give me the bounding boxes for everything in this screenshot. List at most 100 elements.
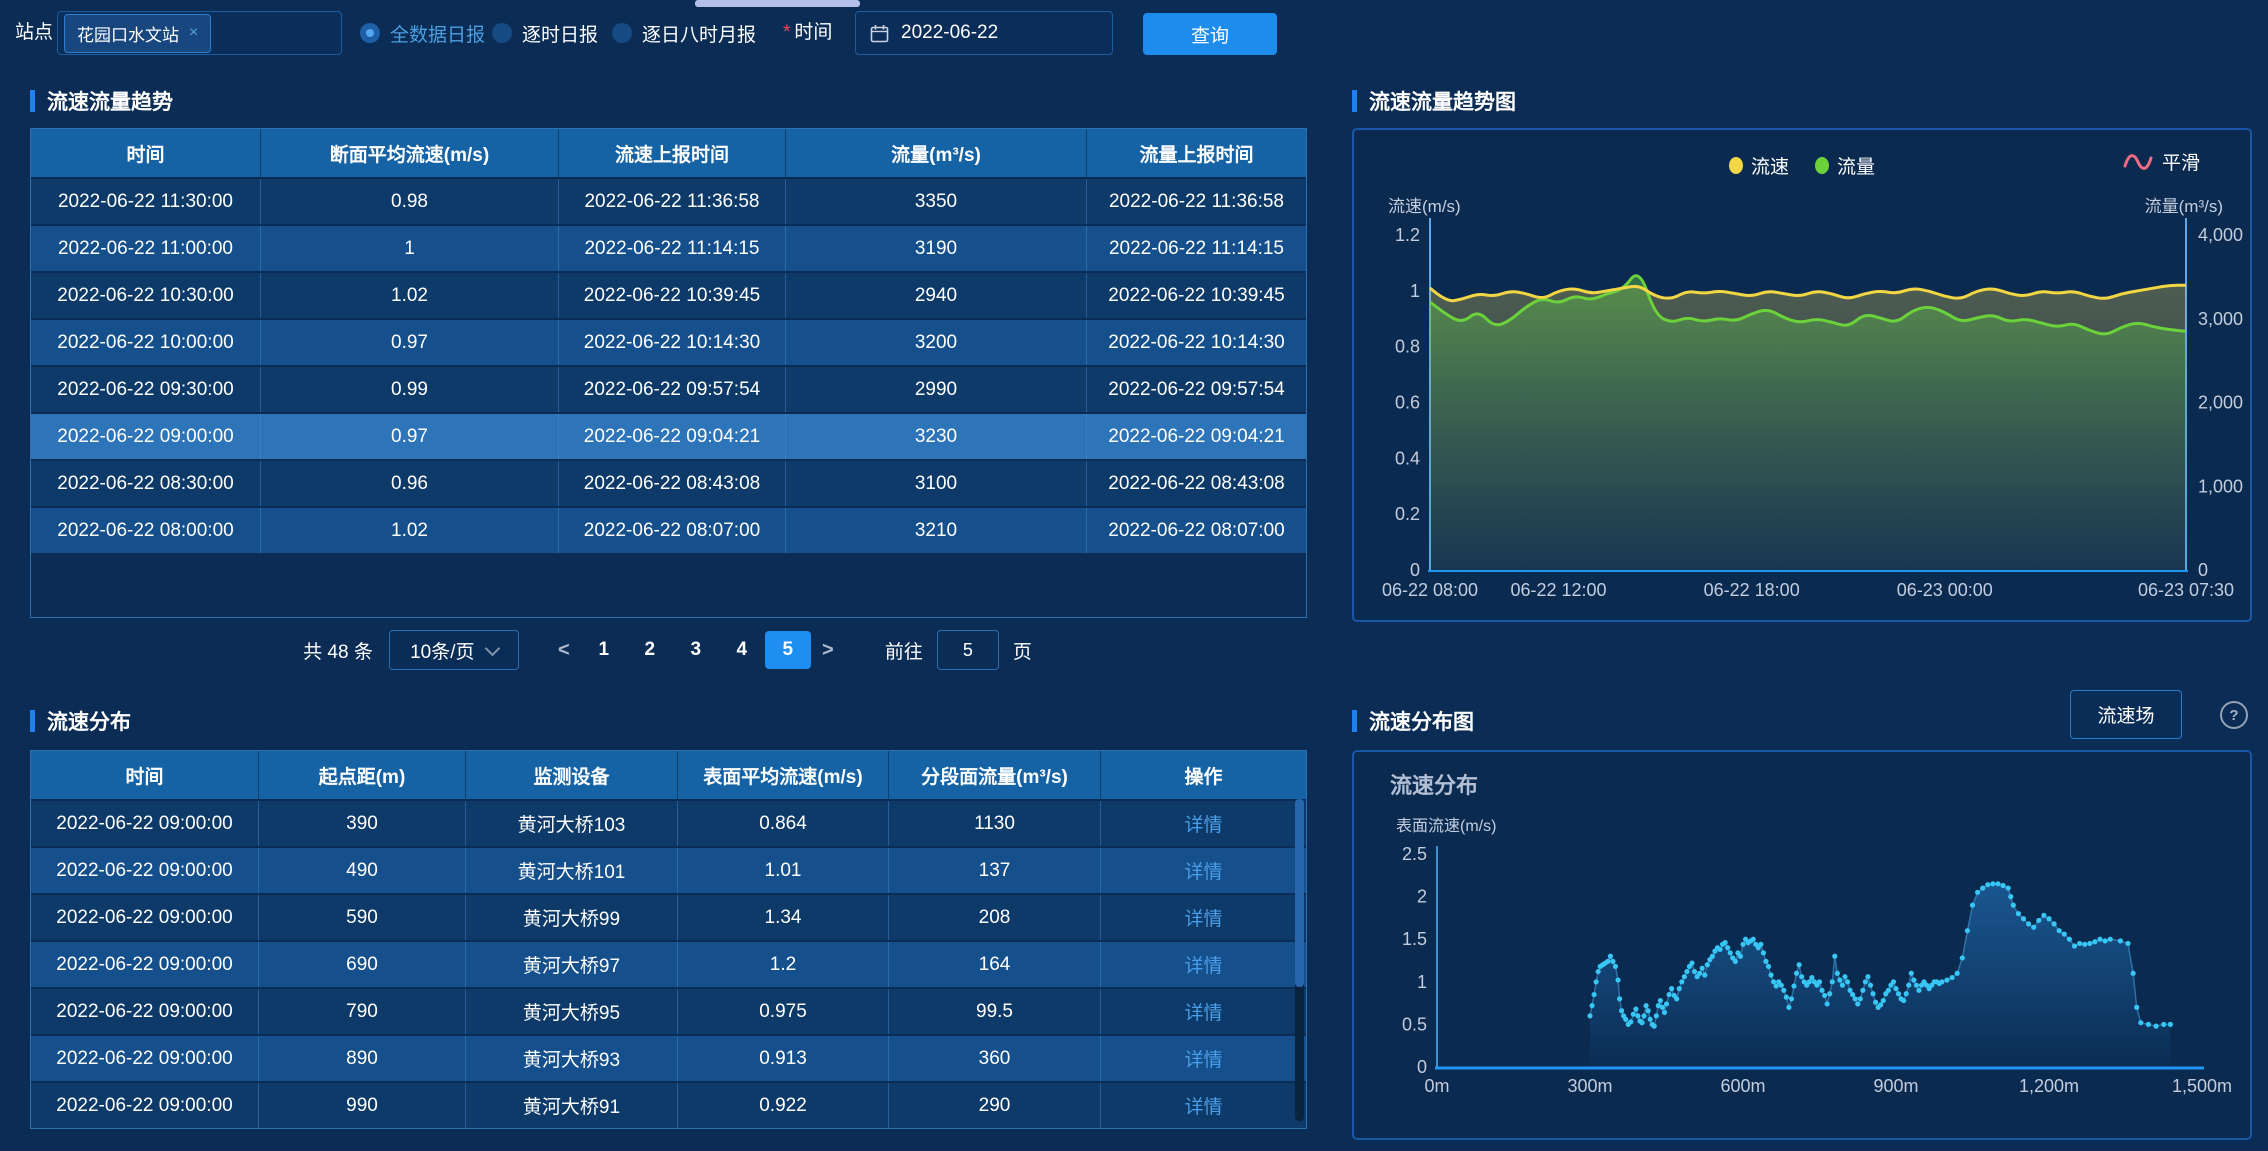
table-row[interactable]: 2022-06-22 08:00:00 1.02 2022-06-22 08:07:… [31, 508, 1306, 553]
table-row[interactable]: 2022-06-22 09:00:00 390 黄河大桥103 0.864 1130 详情 [31, 801, 1306, 846]
x-tick: 06-22 18:00 [1704, 580, 1800, 600]
scatter-point [1911, 977, 1917, 983]
table-cell: 290 [889, 1083, 1101, 1128]
table-cell: 2022-06-22 11:30:00 [31, 179, 261, 224]
table-row[interactable]: 2022-06-22 09:00:00 690 黄河大桥97 1.2 164 详情 [31, 942, 1306, 987]
y-right-tick: 3,000 [2198, 309, 2243, 329]
table-row[interactable]: 2022-06-22 10:00:00 0.97 2022-06-22 10:14:… [31, 320, 1306, 365]
legend-item-velocity[interactable]: 流速 [1728, 152, 1789, 179]
scatter-point [1647, 1016, 1653, 1022]
prev-page-button[interactable]: < [557, 638, 570, 661]
radio-hourly[interactable]: 逐时日报 [492, 11, 598, 55]
goto-suffix: 页 [1012, 641, 1032, 663]
table-row[interactable]: 2022-06-22 10:30:00 1.02 2022-06-22 10:39:… [31, 273, 1306, 318]
detail-link[interactable]: 详情 [1184, 815, 1223, 836]
time-field-label: * 时间 [783, 22, 833, 43]
table-cell: 164 [889, 942, 1101, 987]
table-row[interactable]: 2022-06-22 09:00:00 890 黄河大桥93 0.913 360 详情 [31, 1036, 1306, 1081]
next-page-button[interactable]: > [821, 638, 834, 661]
scatter-point [1737, 953, 1744, 959]
scatter-point [2130, 970, 2136, 976]
velocity-field-button[interactable]: 流速场 [2070, 690, 2182, 739]
scatter-point [1702, 972, 1708, 978]
page-button-3[interactable]: 3 [690, 639, 702, 660]
table-row[interactable]: 2022-06-22 08:30:00 0.96 2022-06-22 08:43:… [31, 461, 1306, 506]
detail-link[interactable]: 详情 [1184, 909, 1223, 930]
scatter-point [1829, 979, 1835, 985]
section-title-trend-chart: 流速流量趋势图 [1352, 86, 1516, 116]
detail-link[interactable]: 详情 [1184, 862, 1223, 883]
legend-item-flow[interactable]: 流量 [1815, 152, 1875, 179]
y-tick: 2 [1417, 887, 1427, 907]
radio-full-daily[interactable]: 全数据日报 [360, 11, 485, 55]
table-cell: 2022-06-22 09:00:00 [31, 1036, 259, 1081]
table-cell: 2022-06-22 11:14:15 [1108, 237, 1285, 259]
scatter-point [2020, 916, 2027, 922]
detail-link[interactable]: 详情 [1184, 956, 1223, 977]
velocity-line [1429, 283, 2186, 303]
page-button-5-active[interactable]: 5 [764, 631, 811, 669]
section-title-trend: 流速流量趋势 [30, 86, 173, 116]
goto-page-input[interactable] [936, 630, 999, 670]
scatter-point [1639, 1020, 1645, 1026]
page-button-4[interactable]: 4 [736, 639, 748, 660]
table-cell: 2022-06-22 08:00:00 [31, 508, 261, 553]
radio-label: 全数据日报 [390, 24, 486, 46]
table-cell: 3100 [786, 461, 1087, 506]
scatter-point [1995, 881, 2001, 887]
station-input[interactable]: 花园口水文站 × [57, 11, 342, 55]
scatter-point [1839, 982, 1846, 988]
date-picker[interactable]: 2022-06-22 [855, 11, 1113, 55]
scatter-point [1852, 996, 1858, 1002]
top-scrollbar-thumb[interactable] [695, 0, 860, 7]
help-icon[interactable]: ? [2220, 701, 2248, 729]
radio-icon [612, 23, 632, 43]
query-button[interactable]: 查询 [1143, 13, 1277, 55]
scatter-point [1655, 1003, 1661, 1009]
table-scrollbar-thumb[interactable] [1295, 799, 1304, 987]
y-right-tick: 1,000 [2198, 476, 2243, 496]
table-row[interactable]: 2022-06-22 11:00:00 1 2022-06-22 11:14:15 3… [31, 226, 1306, 271]
y-left-tick: 1.2 [1395, 225, 1420, 245]
radio-daily-8am[interactable]: 逐日八时月报 [612, 11, 756, 55]
table-row[interactable]: 2022-06-22 09:30:00 0.99 2022-06-22 09:57:… [31, 367, 1306, 412]
table-cell: 0.975 [678, 989, 889, 1034]
y-right-tick: 2,000 [2198, 393, 2243, 413]
table-row[interactable]: 2022-06-22 09:00:00 990 黄河大桥91 0.922 290 详情 [31, 1083, 1306, 1128]
x-tick: 06-23 00:00 [1897, 580, 1993, 600]
title-accent-bar [1352, 90, 1357, 112]
table-cell: 2022-06-22 09:00:00 [31, 801, 259, 846]
scatter-point [1771, 979, 1777, 985]
table-cell: 360 [889, 1036, 1101, 1081]
table-row[interactable]: 2022-06-22 09:00:00 0.97 2022-06-22 09:04:… [31, 414, 1306, 459]
page-button-2[interactable]: 2 [644, 639, 656, 660]
scatter-point [1669, 986, 1675, 992]
scatter-point [1890, 979, 1897, 985]
scatter-point [1860, 987, 1866, 993]
table-cell: 黄河大桥101 [466, 848, 678, 893]
table-cell: 2022-06-22 11:00:00 [31, 226, 261, 271]
detail-link[interactable]: 详情 [1184, 1097, 1223, 1118]
tag-close-icon[interactable]: × [189, 24, 199, 41]
scatter-point [1865, 974, 1871, 980]
page-button-1[interactable]: 1 [598, 639, 610, 660]
goto-page: 前往 页 [885, 630, 1032, 670]
scatter-point [1689, 960, 1695, 966]
scatter-point [2041, 912, 2047, 918]
scatter-point [1819, 987, 1825, 993]
detail-link[interactable]: 详情 [1184, 1050, 1223, 1071]
smooth-toggle[interactable]: 平滑 [2122, 148, 2200, 175]
detail-link[interactable]: 详情 [1184, 1003, 1223, 1024]
table-row[interactable]: 2022-06-22 09:00:00 590 黄河大桥99 1.34 208 详情 [31, 895, 1306, 940]
trend-table-empty-area [31, 555, 1306, 617]
date-value: 2022-06-22 [901, 22, 999, 43]
table-row[interactable]: 2022-06-22 09:00:00 790 黄河大桥95 0.975 99.5 详情 [31, 989, 1306, 1034]
page-size-select[interactable]: 10条/页 [388, 630, 519, 670]
scatter-point [1788, 996, 1795, 1002]
scatter-point [1587, 1013, 1593, 1019]
table-row[interactable]: 2022-06-22 11:30:00 0.98 2022-06-22 11:36:… [31, 179, 1306, 224]
table-cell: 208 [889, 895, 1101, 940]
scatter-point [1959, 955, 1965, 961]
table-row[interactable]: 2022-06-22 09:00:00 490 黄河大桥101 1.01 137 详情 [31, 848, 1306, 893]
x-tick: 300m [1567, 1076, 1612, 1096]
